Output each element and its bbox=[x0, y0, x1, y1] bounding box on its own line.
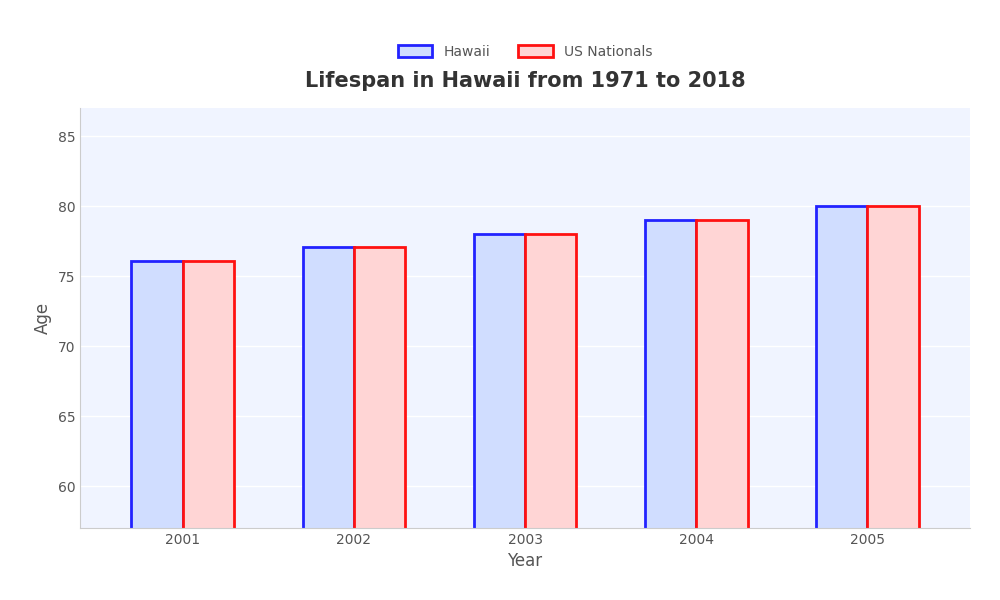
Bar bbox=[867, 206, 919, 600]
X-axis label: Year: Year bbox=[507, 553, 543, 571]
Legend: Hawaii, US Nationals: Hawaii, US Nationals bbox=[392, 40, 658, 64]
Bar bbox=[525, 234, 576, 600]
Bar bbox=[183, 260, 234, 600]
Bar bbox=[816, 206, 867, 600]
Bar bbox=[474, 234, 525, 600]
Bar bbox=[354, 247, 405, 600]
Bar bbox=[645, 220, 696, 600]
Bar bbox=[696, 220, 748, 600]
Bar bbox=[131, 260, 183, 600]
Bar bbox=[302, 247, 354, 600]
Y-axis label: Age: Age bbox=[34, 302, 52, 334]
Title: Lifespan in Hawaii from 1971 to 2018: Lifespan in Hawaii from 1971 to 2018 bbox=[305, 71, 745, 91]
